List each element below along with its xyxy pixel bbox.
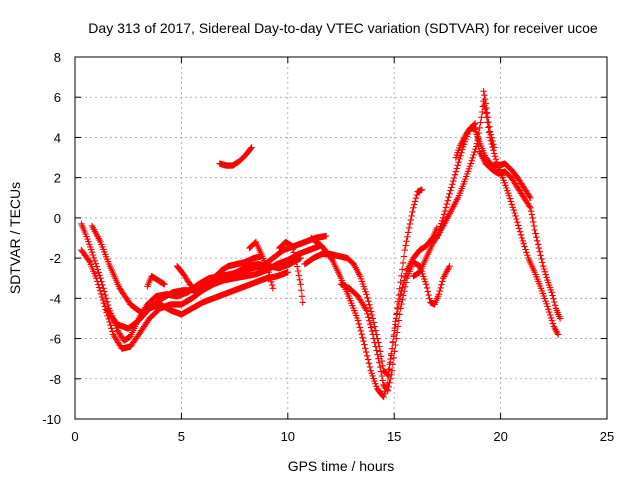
series-s13 [410, 98, 562, 338]
y-tick-label: 0 [54, 211, 61, 226]
series-s3 [88, 222, 304, 316]
plus-markers [452, 124, 534, 201]
y-tick-label: -10 [42, 412, 61, 427]
plus-markers [337, 258, 453, 394]
y-tick-label: 4 [54, 130, 61, 145]
plus-markers [216, 144, 255, 169]
plus-markers [144, 273, 168, 290]
data-series [78, 88, 564, 401]
x-tick-label: 0 [71, 429, 78, 444]
y-tick-label: 6 [54, 90, 61, 105]
series-s6 [173, 252, 266, 294]
series-s7 [216, 144, 255, 169]
series-s9 [276, 238, 306, 306]
y-tick-label: -6 [49, 332, 61, 347]
x-axis-label: GPS time / hours [288, 458, 395, 474]
y-tick-label: -2 [49, 251, 61, 266]
x-tick-label: 15 [387, 429, 401, 444]
plus-markers [410, 98, 562, 338]
plus-markers [276, 238, 306, 306]
y-tick-label: 8 [54, 50, 61, 65]
series-s8 [246, 238, 277, 292]
x-tick-label: 25 [600, 429, 614, 444]
plus-markers [173, 252, 266, 294]
axis-ticks: 0 5 10 15 20 25 -10 -8 -6 -4 -2 0 2 4 6 8 [42, 50, 614, 444]
chart-title: Day 313 of 2017, Sidereal Day-to-day VTE… [88, 20, 598, 36]
series-s16 [480, 88, 498, 151]
plus-markers [88, 222, 304, 316]
y-tick-label: 2 [54, 171, 61, 186]
x-tick-label: 20 [493, 429, 507, 444]
y-tick-label: -4 [49, 291, 61, 306]
x-tick-label: 10 [281, 429, 295, 444]
plus-markers [480, 88, 498, 151]
x-tick-label: 5 [178, 429, 185, 444]
y-axis-label: SDTVAR / TECUs [7, 182, 23, 294]
series-s4 [103, 269, 291, 332]
plus-markers [103, 269, 291, 332]
series-s2 [78, 242, 323, 352]
series-s15 [452, 124, 534, 201]
plus-markers [246, 238, 277, 292]
series-s5 [144, 273, 168, 290]
series-s12 [337, 258, 453, 394]
plus-markers [78, 242, 323, 352]
plot-frame [74, 56, 608, 420]
y-tick-label: -8 [49, 372, 61, 387]
grid-lines [75, 57, 607, 419]
